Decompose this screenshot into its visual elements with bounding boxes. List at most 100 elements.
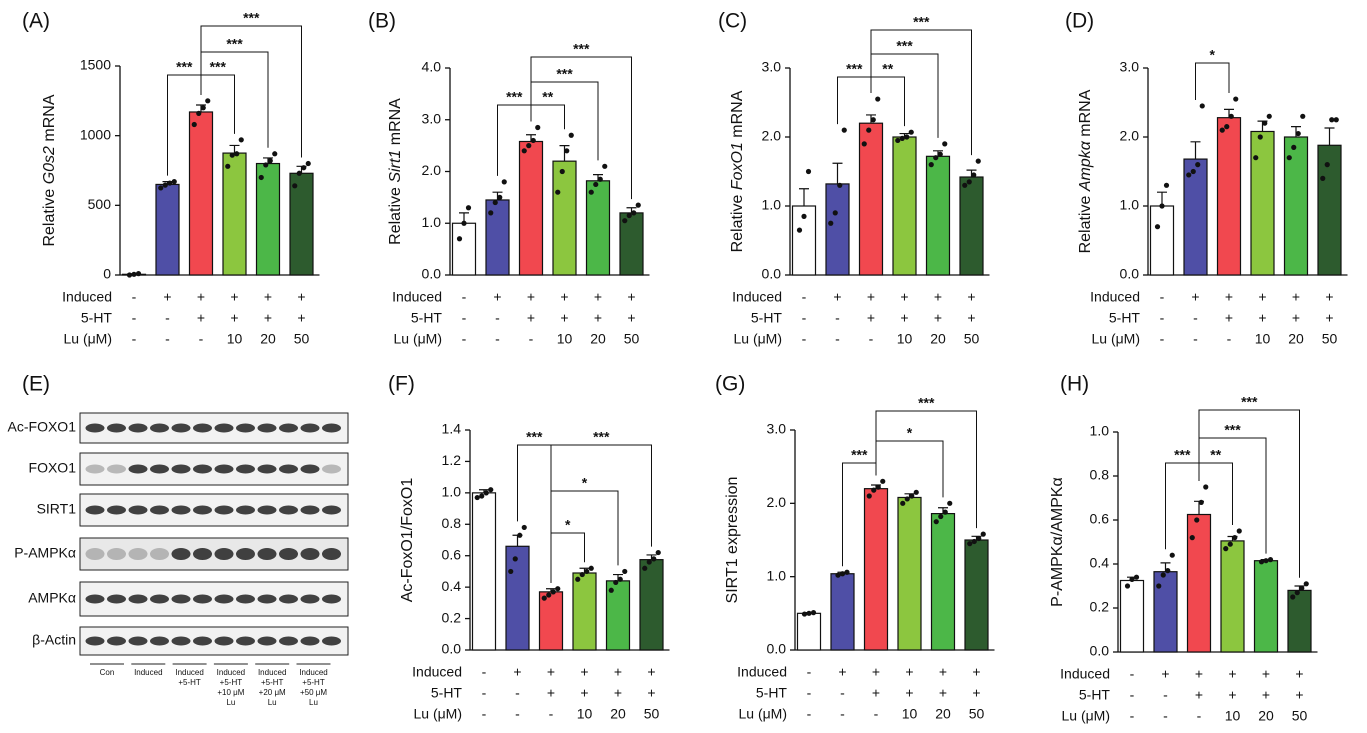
- data-point: [1257, 134, 1263, 140]
- data-point: [1258, 559, 1265, 565]
- data-point: [508, 568, 514, 575]
- panel-label: (E): [22, 373, 50, 396]
- data-point: [1129, 576, 1135, 583]
- lane-label: Induced: [217, 668, 245, 677]
- data-point: [1154, 224, 1161, 230]
- data-point: [904, 134, 910, 140]
- y-tick-label: 0: [103, 266, 111, 282]
- y-tick-label: 0.8: [442, 515, 462, 531]
- y-tick-label: 3.0: [767, 421, 787, 437]
- blot-band: [193, 464, 212, 474]
- blot-band: [107, 636, 126, 646]
- blot-band: [85, 464, 105, 474]
- treatment-cell: 50: [644, 706, 660, 722]
- y-axis-title: SIRT1 expression: [724, 477, 741, 604]
- treatment-cell: -: [1160, 331, 1165, 347]
- significance-bracket: [550, 444, 652, 583]
- blot-band: [150, 464, 169, 474]
- y-tick-label: 0.0: [767, 641, 787, 657]
- error-bar: [1291, 126, 1301, 137]
- treatment-cell: 50: [1322, 331, 1338, 347]
- bar: [863, 488, 889, 651]
- treatment-cell: +: [872, 685, 880, 701]
- treatment-cell: +: [1292, 310, 1300, 326]
- significance-label: ***: [1224, 422, 1241, 438]
- significance-label: ***: [851, 447, 868, 463]
- treatment-cell: +: [1195, 687, 1203, 703]
- data-point: [975, 158, 981, 164]
- blot-band: [171, 423, 191, 433]
- treatment-cell: -: [835, 310, 840, 326]
- treatment-label: Induced: [1060, 666, 1110, 682]
- data-point: [1228, 113, 1234, 119]
- treatment-cell: 20: [1258, 708, 1274, 724]
- lane-label: +50 μM: [300, 688, 327, 697]
- y-tick-label: 1.2: [442, 452, 462, 468]
- bar: [1186, 513, 1212, 653]
- data-point: [1333, 117, 1339, 123]
- blot-band: [300, 548, 320, 560]
- data-point: [1160, 572, 1166, 578]
- blot-row-label: P-AMPKα: [14, 545, 76, 561]
- bar: [1250, 130, 1275, 276]
- data-point: [521, 524, 527, 531]
- data-point: [171, 179, 177, 185]
- data-point: [229, 152, 235, 158]
- treatment-cell: -: [1163, 708, 1168, 724]
- data-point: [1236, 528, 1242, 534]
- treatment-cell: +: [1225, 310, 1233, 326]
- treatment-cell: -: [1130, 708, 1135, 724]
- y-tick-label: 1.0: [1120, 197, 1140, 213]
- significance-label: **: [1210, 447, 1221, 463]
- data-point: [205, 98, 211, 104]
- data-point: [575, 576, 581, 582]
- y-axis-title-part: mRNA: [729, 90, 746, 142]
- blot-band: [236, 423, 255, 433]
- data-point: [908, 129, 914, 135]
- blot-band: [107, 548, 126, 560]
- blot-band: [171, 594, 191, 604]
- treatment-label: Induced: [737, 664, 787, 680]
- treatment-cell: 50: [1292, 708, 1308, 724]
- treatment-cell: +: [230, 289, 238, 305]
- data-point: [1165, 568, 1171, 574]
- y-tick-label: 0.4: [442, 578, 462, 594]
- treatment-cell: +: [1292, 289, 1300, 305]
- treatment-cell: 10: [577, 706, 593, 722]
- y-tick-label: 1.0: [767, 567, 787, 583]
- treatment-label: Induced: [412, 664, 462, 680]
- treatment-cell: 50: [969, 706, 985, 722]
- lane-label: +5-HT: [220, 678, 243, 687]
- treatment-cell: +: [163, 289, 171, 305]
- treatment-cell: 20: [590, 331, 606, 347]
- significance-label: *: [907, 425, 913, 441]
- treatment-cell: 20: [260, 331, 276, 347]
- blot-band: [214, 423, 234, 433]
- blot-band: [279, 594, 298, 604]
- treatment-cell: +: [527, 289, 535, 305]
- significance-label: ***: [176, 59, 193, 75]
- blot-band: [300, 505, 320, 515]
- data-point: [568, 132, 574, 138]
- data-point: [646, 559, 652, 565]
- blot-band: [128, 594, 148, 604]
- treatment-cell: 10: [227, 331, 243, 347]
- y-tick-label: 500: [88, 196, 112, 212]
- y-axis-title-part: Relative: [1077, 191, 1094, 253]
- treatment-cell: +: [872, 664, 880, 680]
- blot-band: [128, 423, 148, 433]
- treatment-label: Induced: [732, 289, 782, 305]
- bar: [959, 176, 984, 276]
- treatment-cell: +: [972, 664, 980, 680]
- blot-band: [193, 636, 212, 646]
- treatment-label: Lu (μM): [413, 706, 462, 722]
- treatment-cell: +: [939, 664, 947, 680]
- treatment-cell: -: [462, 331, 467, 347]
- treatment-cell: 20: [935, 706, 951, 722]
- lane-label: Lu: [309, 698, 318, 707]
- y-tick-label: 0.0: [1090, 643, 1110, 659]
- treatment-cell: -: [840, 706, 845, 722]
- y-axis-title: P-AMPKα/AMPKα: [1049, 477, 1066, 607]
- y-axis-title-part: mRNA: [387, 98, 404, 150]
- bar: [897, 496, 922, 651]
